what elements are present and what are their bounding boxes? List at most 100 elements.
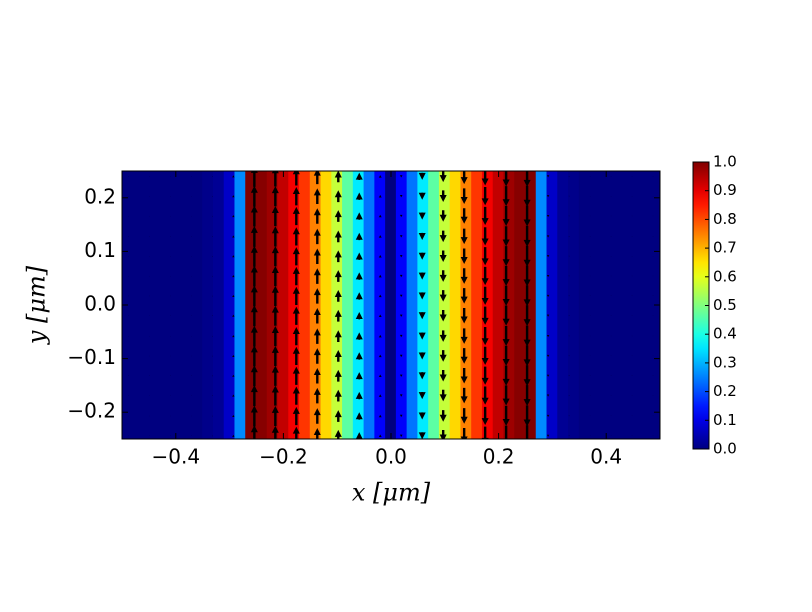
quiver-arrow: [313, 348, 321, 364]
heat-column: [266, 171, 279, 439]
quiver-arrow: [271, 305, 279, 326]
x-tick-label: 0.0: [375, 445, 407, 469]
quiver-arrow: [481, 326, 489, 346]
quiver-arrow: [232, 275, 235, 278]
quiver-arrow: [232, 175, 235, 178]
quiver-arrow: [568, 375, 570, 377]
colorbar-tick-label: 0.9: [713, 181, 737, 199]
heat-column: [212, 171, 225, 439]
heat-column: [514, 171, 526, 439]
quiver-arrow: [481, 306, 489, 325]
heat-column: [342, 171, 354, 439]
quiver-arrow: [212, 255, 213, 257]
heat-column: [331, 171, 344, 439]
quiver-arrow: [502, 425, 510, 439]
heat-column: [535, 171, 548, 439]
heat-column: [395, 171, 408, 439]
quiver-arrow: [546, 195, 550, 198]
quiver-arrow: [502, 345, 510, 366]
heat-column: [438, 171, 451, 439]
x-tick-label: −0.2: [259, 445, 308, 469]
quiver-arrow: [399, 274, 403, 278]
quiver-arrow: [399, 255, 403, 258]
quiver-arrow: [418, 352, 426, 360]
x-tick-label: 0.4: [590, 445, 622, 469]
heat-column: [159, 171, 171, 439]
y-axis-label: y [μm]: [23, 265, 51, 345]
quiver-arrow: [481, 346, 489, 366]
quiver-arrow: [232, 195, 235, 198]
heat-column: [309, 171, 322, 439]
quiver-arrow: [523, 345, 531, 367]
quiver-arrow: [502, 226, 510, 247]
heat-column: [611, 171, 623, 439]
quiver-arrow: [334, 250, 342, 263]
quiver-arrow: [399, 235, 403, 238]
quiver-arrow: [460, 288, 468, 304]
quiver-arrow: [523, 205, 531, 227]
heat-column: [374, 171, 387, 439]
heat-column: [406, 171, 419, 439]
quiver-arrow: [439, 230, 447, 243]
quiver-arrow: [313, 288, 321, 304]
quiver-arrow: [334, 389, 342, 402]
quiver-arrow: [212, 335, 213, 337]
quiver-arrow: [313, 228, 321, 245]
heat-column: [492, 171, 505, 439]
quiver-arrow: [355, 312, 363, 320]
quiver-arrow: [418, 192, 426, 200]
colorbar-tick-label: 0.8: [713, 210, 737, 228]
quiver-arrow: [355, 172, 363, 181]
quiver-arrow: [292, 171, 300, 186]
quiver-arrow: [568, 415, 570, 417]
quiver-arrow: [378, 354, 382, 358]
quiver-arrow: [292, 306, 300, 325]
quiver-arrow: [378, 414, 382, 418]
quiver-arrow: [502, 171, 510, 187]
y-tick-label: 0.2: [84, 184, 116, 208]
quiver-arrow: [546, 294, 550, 297]
quiver-arrow: [334, 350, 342, 362]
quiver-arrow: [212, 176, 213, 177]
quiver-arrow: [568, 195, 570, 197]
heat-column: [277, 171, 290, 439]
colorbar-tick-label: 0.3: [713, 353, 737, 371]
quiver-arrow: [313, 248, 321, 264]
plot-area: [122, 171, 660, 439]
heat-column: [148, 171, 161, 439]
heat-column: [460, 171, 473, 439]
x-tick-label: −0.4: [152, 445, 201, 469]
quiver-arrow: [378, 294, 382, 298]
colorbar-tick-label: 1.0: [713, 153, 737, 171]
heat-column: [417, 171, 430, 439]
quiver-arrow: [460, 188, 468, 204]
y-tick-label: 0.1: [84, 238, 116, 262]
quiver-arrow: [481, 206, 489, 226]
heat-column: [600, 171, 613, 439]
quiver-arrow: [418, 212, 426, 220]
quiver-arrow: [313, 188, 321, 204]
heat-column: [481, 171, 494, 439]
quiver-arrow: [378, 194, 382, 198]
quiver-arrow: [292, 247, 300, 266]
quiver-arrow: [418, 392, 426, 400]
y-tick-label: −0.1: [67, 345, 116, 369]
quiver-arrow: [292, 386, 300, 405]
quiver-arrow: [313, 208, 321, 224]
quiver-arrow: [399, 394, 403, 397]
quiver-arrow: [250, 305, 258, 327]
quiver-arrow: [313, 367, 321, 384]
quiver-arrow: [334, 290, 342, 302]
quiver-arrow: [212, 395, 213, 396]
quiver-arrow: [250, 205, 258, 227]
quiver-arrow: [481, 286, 489, 306]
quiver-arrow: [378, 434, 382, 438]
quiver-arrow: [418, 372, 426, 380]
quiver-arrow: [523, 265, 531, 287]
quiver-arrow: [481, 426, 489, 439]
quiver-arrow: [525, 425, 529, 439]
quiver-arrow: [212, 236, 213, 237]
x-axis-label: x [μm]: [352, 479, 431, 507]
quiver-arrow: [546, 414, 550, 418]
quiver-arrow: [568, 236, 570, 237]
